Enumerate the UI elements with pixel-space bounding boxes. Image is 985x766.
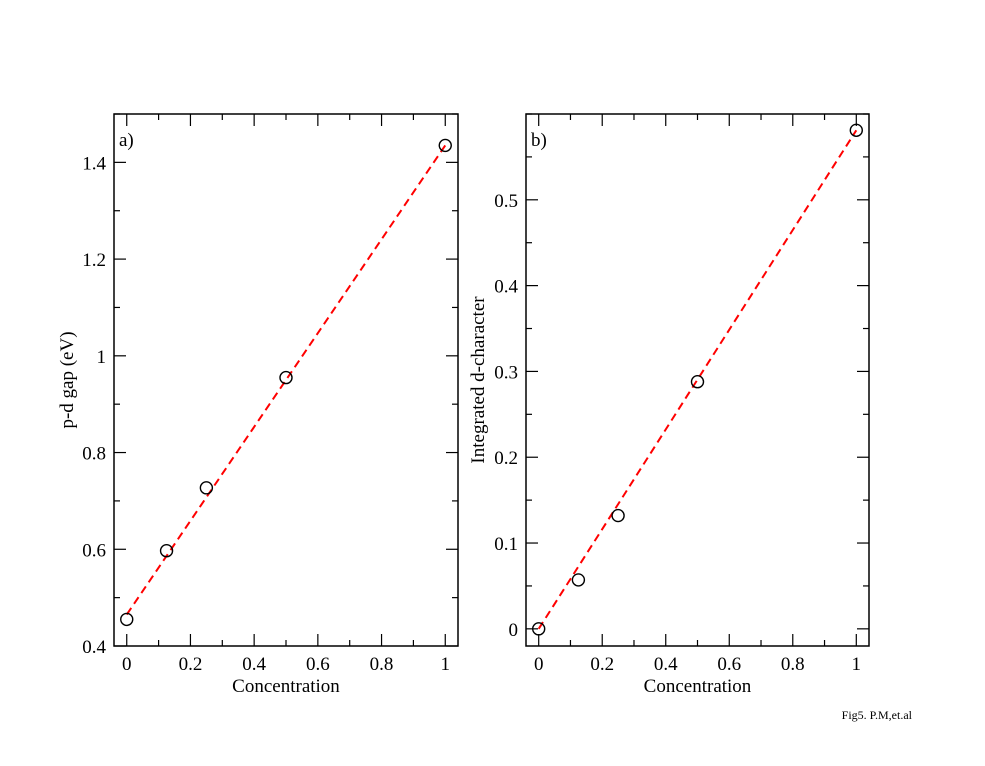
y-axis-label: Integrated d-character (468, 296, 489, 464)
y-tick-label: 1.2 (82, 250, 106, 271)
x-tick-label: 0.4 (242, 654, 266, 675)
y-tick-label: 0.1 (494, 534, 518, 555)
panel-label: b) (531, 130, 547, 151)
y-tick-label: 0.6 (82, 540, 106, 561)
data-point (611, 508, 625, 523)
data-point (159, 544, 174, 558)
panel-b: 0 0.2 0.4 0.6 0.8 1 0 0.1 0.2 0.3 0.4 0.5 Concentrat… (468, 113, 870, 697)
x-axis-label: Concentration (644, 676, 752, 697)
plot-frame (525, 113, 870, 647)
panel-a: 0 0.2 0.4 0.6 0.8 1 0.4 0.6 0.8 1 1.2 1.4 Concentrat… (57, 113, 459, 697)
data-point (438, 138, 452, 153)
x-tick-label: 0.4 (654, 654, 678, 675)
y-tick-label: 0.3 (494, 362, 518, 383)
x-tick-label: 1 (852, 654, 862, 675)
y-tick-label: 1 (97, 347, 107, 368)
x-tick-label: 0.2 (179, 654, 203, 675)
y-tick-label: 0.4 (82, 637, 106, 658)
y-tick-label: 0 (509, 620, 519, 641)
fit-line (537, 129, 858, 630)
x-tick-label: 0 (534, 654, 544, 675)
y-axis-label: p-d gap (eV) (57, 331, 78, 428)
y-tick-label: 0.8 (82, 444, 106, 465)
y-tick-label: 1.4 (82, 153, 106, 174)
data-point (120, 612, 134, 627)
y-tick-label: 0.4 (494, 277, 518, 298)
x-axis-label: Concentration (232, 676, 340, 697)
y-tick-label: 0.5 (494, 191, 518, 212)
data-point (571, 573, 586, 587)
x-tick-label: 0 (122, 654, 132, 675)
figure-caption: Fig5. P.M,et.al (842, 708, 913, 722)
fit-line (125, 144, 447, 616)
data-point (690, 375, 705, 389)
x-tick-label: 0.6 (717, 654, 741, 675)
y-tick-label: 0.2 (494, 448, 518, 469)
data-point (279, 370, 293, 385)
x-tick-label: 1 (441, 654, 451, 675)
panel-label: a) (119, 130, 134, 151)
data-point (532, 622, 546, 636)
x-tick-label: 0.8 (781, 654, 805, 675)
x-tick-label: 0.2 (590, 654, 614, 675)
x-tick-label: 0.8 (370, 654, 394, 675)
x-tick-label: 0.6 (306, 654, 330, 675)
data-point (849, 123, 863, 138)
data-point (199, 481, 214, 495)
